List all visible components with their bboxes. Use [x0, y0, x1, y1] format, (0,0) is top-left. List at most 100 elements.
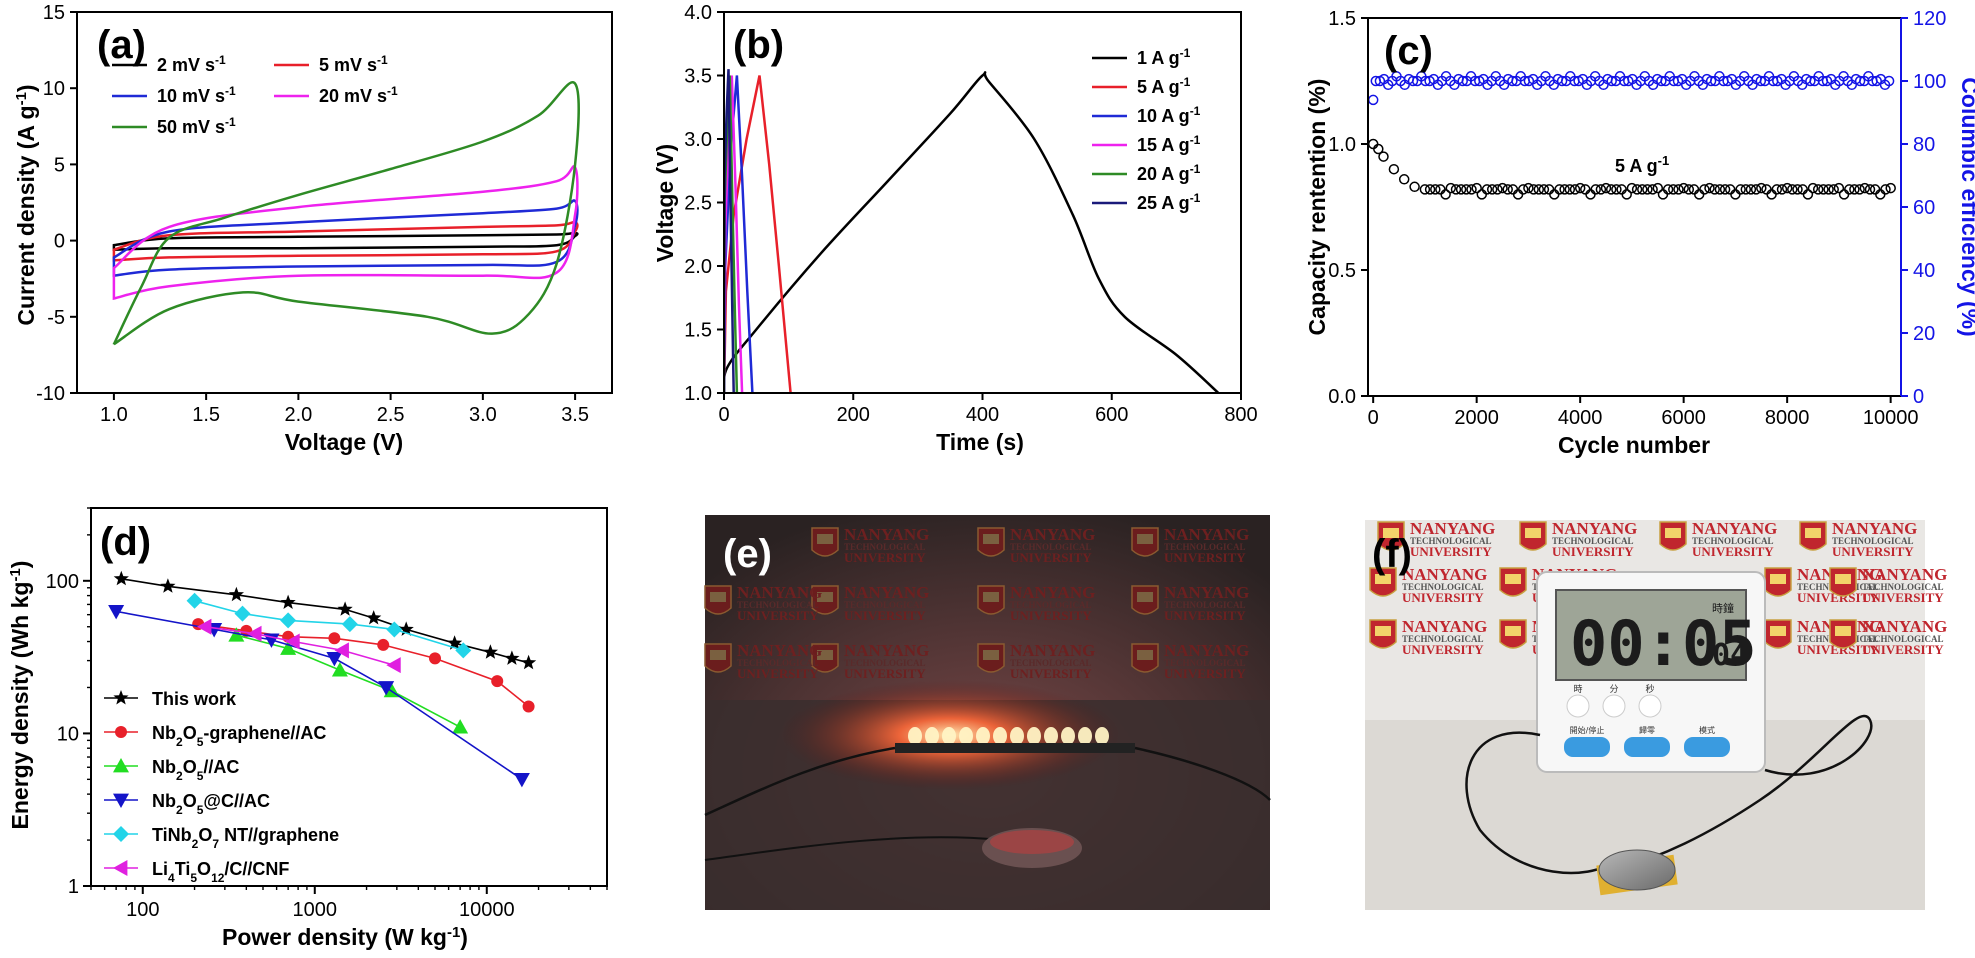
panel-c-ytick-left-label: 1.0 — [1328, 134, 1356, 156]
panel-a-xtick-label: 3.5 — [561, 404, 589, 426]
banner-subtitle: TECHNOLOGICAL — [1552, 536, 1634, 546]
led-dot — [1044, 727, 1058, 745]
panel-d-series-5-point — [247, 625, 262, 642]
panel-c-capacity-point — [1476, 189, 1488, 200]
banner-university: UNIVERSITY — [1402, 642, 1484, 657]
panel-c-efficiency-point — [1656, 75, 1667, 87]
panel-d-legend-5-marker — [113, 860, 128, 876]
panel-b-legend-4-label: 20 A g-1 — [1137, 162, 1201, 184]
banner-university: UNIVERSITY — [1692, 544, 1774, 559]
panel-c-ytick-right-label: 100 — [1913, 71, 1946, 93]
panel-b-ylabel: Voltage (V) — [652, 144, 678, 262]
banner-logo — [1764, 619, 1792, 649]
panel-d-series-1-point — [377, 638, 390, 651]
banner-title: NANYANG — [1402, 565, 1487, 584]
panel-d-ytick-label: 100 — [46, 571, 79, 593]
banner-university: UNIVERSITY — [1010, 666, 1092, 681]
panel-a-legend-2-label: 10 mV s-1 — [157, 84, 236, 106]
panel-b-ytick-label: 1.0 — [684, 383, 712, 405]
photo-e-coin-reflection — [990, 830, 1074, 854]
panel-c-capacity-point — [1455, 184, 1467, 195]
panel-c-capacity-point — [1368, 138, 1379, 150]
panel-d-legend-1-marker — [115, 726, 127, 738]
led-dot — [993, 727, 1007, 745]
banner-title: NANYANG — [737, 583, 822, 602]
banner-logo — [811, 585, 839, 615]
panel-c-capacity-point — [1792, 184, 1803, 195]
panel-d-xtick-label: 10000 — [459, 899, 515, 921]
panel-c-capacity-point — [1880, 184, 1891, 195]
panel-a-xlabel: Voltage (V) — [285, 429, 403, 455]
panel-a-series-1 — [112, 220, 579, 262]
panel-d-series-5-point — [196, 618, 212, 635]
panel-c-capacity-point — [1693, 189, 1705, 200]
banner-logo — [1377, 521, 1405, 551]
banner-university: UNIVERSITY — [1164, 608, 1246, 623]
panel-c-capacity-point — [1590, 184, 1601, 195]
panel-d-legend-5-label: Li4Ti5O12/C//CNF — [152, 859, 289, 885]
panel-c-ytick-right-label: 20 — [1913, 323, 1935, 345]
panel-a-legend-0-label: 2 mV s-1 — [157, 53, 226, 75]
led-dot — [942, 727, 956, 745]
panel-c-capacity-point — [1709, 184, 1720, 195]
panel-c-efficiency-point — [1407, 75, 1419, 87]
panel-c-efficiency-point — [1457, 75, 1468, 87]
banner-subtitle: TECHNOLOGICAL — [1692, 536, 1774, 546]
panel-c-capacity-point — [1859, 182, 1871, 194]
panel-d-legend-3-marker — [113, 793, 129, 808]
panel-d-legend-0-marker — [113, 690, 129, 705]
photo-e-led-array — [908, 727, 1109, 745]
panel-c-ylabel-right: Columbic efficiency (%) — [1957, 77, 1975, 336]
panel-c-xtick-label: 6000 — [1661, 407, 1706, 429]
panel-c-capacity-point — [1745, 184, 1757, 195]
panel-d-ytick-label: 10 — [57, 723, 79, 745]
panel-e-label: (e) — [723, 532, 772, 576]
panel-b-legend-5-label: 25 A g-1 — [1137, 191, 1201, 213]
panel-c-capacity-point — [1523, 182, 1534, 194]
photo-f-timer-unit: 時鐘 — [1712, 601, 1734, 615]
photo-f-button-reset — [1624, 737, 1670, 757]
banner-subtitle: TECHNOLOGICAL — [1402, 582, 1484, 592]
panel-d-series-4-point — [386, 621, 403, 638]
panel-d-label: (d) — [100, 520, 151, 564]
photo-f-button-hour-label: 時 — [1573, 684, 1582, 695]
banner-title: NANYANG — [737, 641, 822, 660]
panel-c-xtick-label: 8000 — [1765, 407, 1810, 429]
panel-c-ytick-left-label: 0.5 — [1328, 260, 1356, 282]
panel-b-legend-3-label: 15 A g-1 — [1137, 133, 1201, 155]
panel-a-ylabel: Current density (A g-1) — [13, 84, 40, 325]
panel-a-plot-frame — [76, 11, 613, 394]
panel-b-legend-0-label: 1 A g-1 — [1137, 46, 1191, 68]
banner-title: NANYANG — [1164, 583, 1249, 602]
banner-subtitle: TECHNOLOGICAL — [1862, 634, 1944, 644]
banner-subtitle: TECHNOLOGICAL — [1402, 634, 1484, 644]
panel-d-legend-3-label: Nb2O5@C//AC — [152, 791, 270, 817]
banner-logo — [1519, 521, 1547, 551]
panel-c-capacity-point — [1823, 184, 1834, 195]
panel-c-capacity-point — [1430, 184, 1441, 195]
panel-c-ytick-right-label: 80 — [1913, 134, 1935, 156]
panel-c-capacity-point — [1828, 184, 1839, 195]
panel-c-capacity-point — [1512, 189, 1524, 200]
panel-f-label: (f) — [1372, 532, 1412, 576]
panel-c-capacity-point — [1812, 184, 1824, 195]
panel-c-capacity-point — [1611, 184, 1622, 195]
led-dot — [925, 727, 939, 745]
panel-d-series-3-point — [378, 681, 395, 696]
led-dot — [1078, 727, 1092, 745]
panel-c-ytick-right-label: 0 — [1913, 386, 1924, 408]
panel-d-legend-4-marker — [113, 826, 129, 842]
banner-university: UNIVERSITY — [1797, 590, 1879, 605]
panel-d-ylabel: Energy density (Wh kg-1) — [7, 561, 34, 830]
photo-f-timer-seconds: 04 — [1712, 638, 1748, 673]
panel-c-xtick-label: 2000 — [1454, 407, 1499, 429]
panel-c-capacity-point — [1574, 182, 1586, 194]
banner-title: NANYANG — [1862, 565, 1947, 584]
panel-c-capacity-point — [1497, 182, 1508, 194]
panel-d-series-0-point — [482, 644, 498, 659]
banner-subtitle: TECHNOLOGICAL — [1010, 600, 1092, 610]
panel-c-ylabel-left: Capacity rentention (%) — [1304, 79, 1330, 336]
panel-d-series-2-point — [280, 640, 297, 655]
panel-b-xtick-label: 400 — [966, 404, 999, 426]
panel-c-capacity-point — [1781, 182, 1793, 194]
